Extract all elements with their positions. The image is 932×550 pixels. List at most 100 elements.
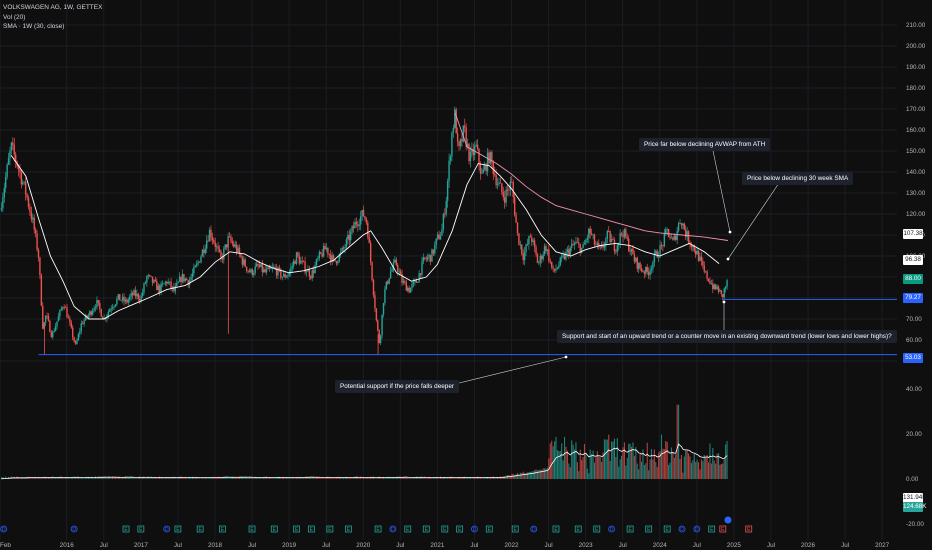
candle-body bbox=[150, 275, 152, 277]
candle-body bbox=[224, 244, 226, 249]
volume-bar bbox=[529, 472, 531, 479]
candle bbox=[350, 228, 352, 245]
earnings-marker-label: E bbox=[628, 527, 632, 533]
candle bbox=[255, 260, 258, 267]
candle-body bbox=[362, 210, 365, 217]
volume-bar bbox=[55, 477, 57, 479]
volume-bar bbox=[35, 477, 37, 479]
candle-body bbox=[608, 231, 610, 232]
volume-bar bbox=[385, 477, 387, 479]
volume-bar bbox=[323, 478, 325, 479]
volume-bar bbox=[276, 477, 278, 479]
candle bbox=[421, 256, 423, 279]
candle bbox=[130, 289, 132, 301]
candle-body bbox=[391, 268, 393, 272]
candle bbox=[709, 277, 711, 285]
volume-bar bbox=[702, 461, 704, 479]
candle-body bbox=[432, 249, 435, 254]
candle-body bbox=[288, 272, 291, 275]
volume-bar bbox=[320, 478, 322, 479]
candle bbox=[482, 163, 484, 174]
volume-bar bbox=[328, 477, 330, 479]
candle-body bbox=[136, 293, 138, 297]
candle bbox=[263, 266, 265, 274]
dividend-marker bbox=[70, 525, 78, 533]
candle-body bbox=[398, 271, 400, 273]
volume-bar bbox=[377, 477, 379, 479]
earnings-marker-label: E bbox=[176, 527, 180, 533]
candle-body bbox=[503, 197, 506, 203]
candle-body bbox=[284, 273, 286, 278]
volume-bar bbox=[588, 473, 590, 479]
candle bbox=[203, 245, 205, 258]
candle bbox=[291, 261, 293, 273]
candle-body bbox=[458, 141, 460, 147]
candle bbox=[111, 303, 114, 311]
candle bbox=[432, 249, 435, 256]
time-axis-tick: Jul bbox=[174, 542, 182, 549]
volume-bar bbox=[474, 477, 476, 479]
candle bbox=[67, 314, 70, 319]
candle-body bbox=[361, 210, 363, 217]
earnings-marker bbox=[196, 525, 204, 533]
annotation-deeper-support[interactable]: Potential support if the price falls dee… bbox=[335, 380, 460, 393]
candle bbox=[364, 215, 366, 221]
candle-body bbox=[96, 300, 98, 308]
candle bbox=[251, 268, 254, 278]
candle bbox=[123, 293, 125, 306]
volume-bar bbox=[197, 477, 199, 479]
candle bbox=[382, 302, 385, 318]
candle-body bbox=[325, 247, 328, 250]
candle-body bbox=[44, 315, 47, 323]
annotation-avwap[interactable]: Price far below declining AVWAP from ATH bbox=[639, 138, 771, 151]
candle bbox=[434, 241, 436, 256]
candle bbox=[374, 291, 376, 313]
candle-body bbox=[397, 264, 399, 272]
candle bbox=[126, 297, 128, 305]
price-axis-tick: 150.00 bbox=[906, 148, 926, 155]
candle-body bbox=[348, 234, 350, 241]
candle-body bbox=[282, 273, 285, 277]
candle-body bbox=[240, 254, 242, 258]
earnings-marker bbox=[248, 525, 256, 533]
candle bbox=[679, 219, 681, 224]
volume-bar bbox=[52, 476, 54, 479]
legend-sma[interactable]: SMA · 1W (30, close) bbox=[3, 23, 65, 30]
candle bbox=[345, 236, 348, 250]
candle-body bbox=[670, 237, 673, 239]
legend-symbol[interactable]: VOLKSWAGEN AG, 1W, GETTEX bbox=[3, 4, 103, 11]
volume-bar bbox=[183, 477, 185, 479]
volume-bar bbox=[90, 476, 92, 479]
annotation-support[interactable]: Support and start of an upward trend or … bbox=[557, 330, 897, 343]
volume-bar bbox=[482, 478, 484, 479]
legend-volume[interactable]: Vol (20) bbox=[3, 13, 26, 21]
candle bbox=[707, 278, 710, 283]
candle-body bbox=[515, 214, 517, 223]
candle-body bbox=[93, 308, 95, 311]
candle bbox=[70, 319, 72, 329]
candle bbox=[384, 285, 386, 306]
candle bbox=[662, 244, 664, 252]
volume-bar bbox=[471, 478, 473, 479]
candle-body bbox=[663, 233, 666, 247]
time-axis-tick: 2016 bbox=[60, 542, 75, 549]
volume-bar bbox=[63, 478, 65, 479]
candle-body bbox=[513, 197, 516, 215]
time-axis-tick: Jul bbox=[545, 542, 553, 549]
candle bbox=[264, 265, 266, 274]
annotation-sma[interactable]: Price below declining 30 week SMA bbox=[742, 172, 854, 185]
candle-body bbox=[351, 226, 353, 232]
volume-badge: 131.94K bbox=[903, 493, 927, 503]
volume-bar bbox=[124, 476, 127, 479]
candle-body bbox=[231, 241, 234, 244]
candle-body bbox=[111, 307, 114, 309]
volume-bar bbox=[626, 457, 628, 479]
candle-body bbox=[404, 280, 406, 283]
earnings-marker bbox=[307, 525, 315, 533]
candle-body bbox=[599, 246, 601, 248]
volume-ma-line bbox=[1, 443, 728, 480]
candle-body bbox=[97, 300, 100, 304]
volume-bar bbox=[622, 447, 624, 479]
candle-body bbox=[429, 254, 432, 262]
